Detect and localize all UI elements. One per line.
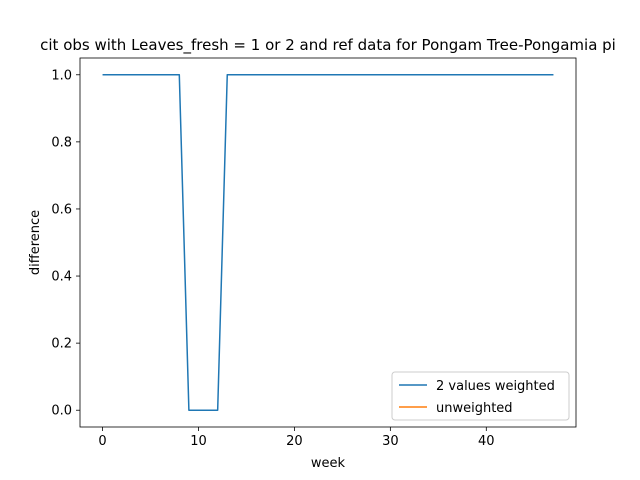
x-tick-label: 40	[478, 434, 495, 449]
x-tick-label: 30	[382, 434, 399, 449]
y-tick-label: 0.0	[51, 404, 72, 419]
y-tick-label: 0.8	[51, 135, 72, 150]
legend-label-unweighted: unweighted	[436, 401, 513, 416]
y-tick-label: 0.4	[51, 270, 72, 285]
y-tick-label: 1.0	[51, 68, 72, 83]
series-layer	[102, 74, 554, 411]
x-axis-label: week	[311, 456, 346, 471]
y-axis-label: difference	[28, 210, 43, 275]
y-tick-label: 0.6	[51, 202, 72, 217]
legend-box	[391, 371, 570, 421]
legend: 2 values weighted unweighted	[391, 371, 570, 421]
ticks-layer: 0 10 20 30 40 0.0 0.2 0.4 0.6 0.8 1.0	[51, 68, 494, 449]
plot-frame	[79, 57, 577, 428]
x-tick-label: 10	[190, 434, 207, 449]
y-tick-label: 0.2	[51, 337, 72, 352]
x-tick-label: 0	[98, 434, 106, 449]
plot-area	[80, 58, 576, 427]
legend-label-weighted: 2 values weighted	[436, 379, 555, 394]
chart-title: cit obs with Leaves_fresh = 1 or 2 and r…	[40, 36, 616, 55]
x-tick-label: 20	[286, 434, 303, 449]
series-line-weighted	[102, 74, 554, 411]
